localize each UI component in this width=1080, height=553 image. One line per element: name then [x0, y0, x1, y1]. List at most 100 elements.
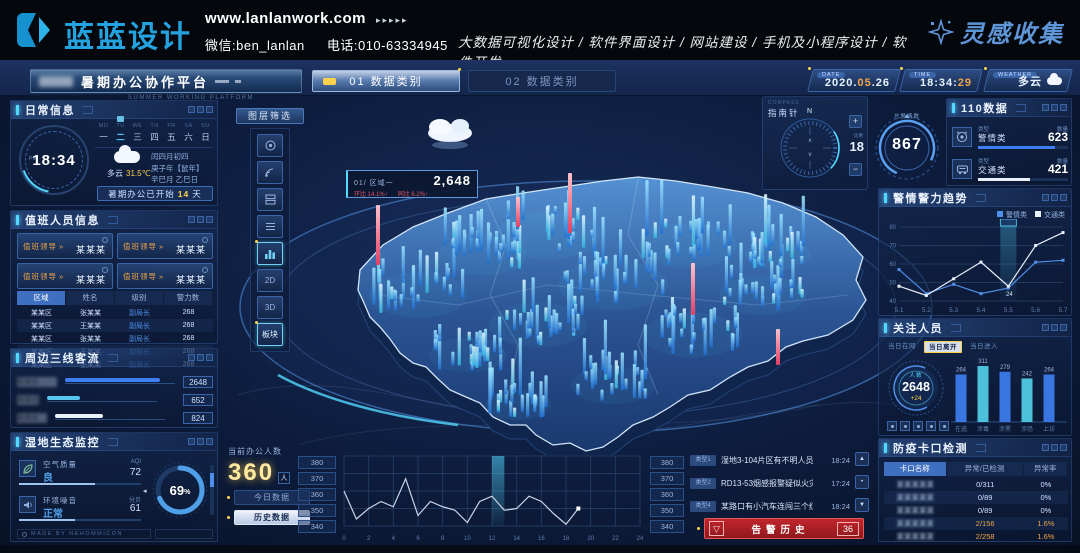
- panel-expand-icon[interactable]: [206, 438, 213, 445]
- svg-text:24: 24: [1006, 292, 1013, 298]
- panel-pin-icon[interactable]: [188, 354, 195, 361]
- panel-expand-icon[interactable]: [1060, 324, 1067, 331]
- week-day-en: TH: [150, 123, 159, 129]
- panel-window-icon[interactable]: [197, 438, 204, 445]
- layer-barchart-button[interactable]: [255, 240, 283, 265]
- flow-value: 2648: [183, 375, 213, 388]
- duty-leader-card[interactable]: 值班领导» 某某某: [117, 233, 213, 259]
- panel-110-data: 110数据 类型 数量 警情类 623 类型 数量 交通类 421: [946, 98, 1072, 186]
- zoom-in-button[interactable]: +: [849, 115, 862, 128]
- panel-window-icon[interactable]: [1051, 104, 1058, 111]
- scroll-mid-icon[interactable]: •: [855, 475, 869, 489]
- duty-leader-card[interactable]: 值班领导» 某某某: [117, 263, 213, 289]
- panel-pin-icon[interactable]: [188, 216, 195, 223]
- panel-expand-icon[interactable]: [1060, 444, 1067, 451]
- chevron-up-icon[interactable]: ∧: [807, 137, 813, 144]
- panel-window-icon[interactable]: [1051, 444, 1058, 451]
- tab-on-net[interactable]: 当日在网: [888, 343, 916, 350]
- alert-row[interactable]: 类型1 湿地3-104片区有不明人员闯入 18:24: [690, 450, 850, 470]
- category-icon[interactable]: [900, 421, 910, 431]
- panel-expand-icon[interactable]: [206, 216, 213, 223]
- layer-signal-button[interactable]: [257, 161, 283, 184]
- website-link[interactable]: www.lanlanwork.com: [205, 10, 366, 27]
- chevron-down-icon[interactable]: ∨: [807, 151, 813, 158]
- duty-leader-card[interactable]: 值班领导» 某某某: [17, 233, 113, 259]
- category-icon[interactable]: [926, 421, 936, 431]
- panel-expand-icon[interactable]: [206, 354, 213, 361]
- table-cell: 王某某: [80, 322, 101, 330]
- temperature: 31.5℃: [126, 169, 151, 178]
- tab-data-category-1[interactable]: 01 数据类别: [312, 68, 461, 92]
- week-day-cn: 日: [201, 132, 210, 142]
- alert-type-tag: 类型2: [690, 477, 716, 489]
- close-icon[interactable]: [202, 267, 208, 273]
- duty-leader-card[interactable]: 值班领导» 某某某: [17, 263, 113, 289]
- panel-pin-icon[interactable]: [188, 438, 195, 445]
- office-counter: 当前办公人数 360 人 今日数据 历史数据: [227, 446, 314, 525]
- panel-pin-icon[interactable]: [1042, 444, 1049, 451]
- gauge-value: 69: [169, 482, 185, 498]
- checkpoint-detect: 2/156: [975, 519, 995, 528]
- history-data-button[interactable]: 历史数据: [227, 510, 310, 525]
- layer-2d-button[interactable]: 2D: [257, 269, 283, 292]
- bottom-bar: [0, 545, 1080, 553]
- duty-role: 值班领导: [123, 272, 157, 281]
- scroll-down-icon[interactable]: ▼: [855, 498, 869, 512]
- alert-row[interactable]: 类型2 RD13-53烟感报警疑似火灾 17:24: [690, 473, 850, 493]
- table-cell: 268: [182, 322, 195, 329]
- category-icon[interactable]: [939, 421, 949, 431]
- category-icon[interactable]: [887, 421, 897, 431]
- panel-pin-icon[interactable]: [1042, 324, 1049, 331]
- svg-text:5.3: 5.3: [949, 307, 958, 314]
- layer-device-button[interactable]: [257, 188, 283, 211]
- panel-window-icon[interactable]: [197, 354, 204, 361]
- alert-history-banner[interactable]: ▽ 告警历史 36: [697, 518, 864, 539]
- layer-list-button[interactable]: [257, 215, 283, 238]
- vehicle-icon: [952, 159, 972, 179]
- zoom-out-button[interactable]: −: [849, 163, 862, 176]
- panel-pin-icon[interactable]: [188, 106, 195, 113]
- close-icon[interactable]: [202, 237, 208, 243]
- y-tick-box: 340: [298, 520, 336, 533]
- panel-expand-icon[interactable]: [1060, 194, 1067, 201]
- layer-3d-button[interactable]: 3D: [257, 296, 283, 319]
- close-icon[interactable]: [102, 237, 108, 243]
- panel-police-trend: 警情警力趋势 警情类 交通类 80 70 60 50 40 24 5.1 5.2 5.3 5.4 5…: [878, 188, 1072, 316]
- checkpoint-detect: 0/89: [977, 506, 993, 515]
- panel-pin-icon[interactable]: [1042, 104, 1049, 111]
- compass-en-label: COMPASS: [768, 100, 800, 106]
- alert-list: 类型1 湿地3-104片区有不明人员闯入 18:24 类型2 RD13-53烟感报警疑似…: [690, 450, 872, 539]
- panel-expand-icon[interactable]: [1060, 104, 1067, 111]
- alert-row[interactable]: 类型4 某路口有小汽车连闯三个红灯 18:24: [690, 496, 850, 516]
- compass-dial[interactable]: N ∧ · ∨: [779, 108, 841, 179]
- panel-window-icon[interactable]: [197, 216, 204, 223]
- checkpoint-row: 某某某某某 0/89 0%: [884, 504, 1068, 517]
- city-3d-map[interactable]: [218, 95, 948, 455]
- layer-block-button[interactable]: 板块: [255, 321, 283, 346]
- panel-window-icon[interactable]: [197, 106, 204, 113]
- tab-entered-today[interactable]: 当日进入: [970, 343, 998, 350]
- tab-left-today[interactable]: 当日离开: [924, 341, 962, 353]
- province-map-shape[interactable]: [357, 176, 867, 455]
- gauge-slider[interactable]: [210, 465, 214, 515]
- scroll-up-icon[interactable]: ▲: [855, 452, 869, 466]
- week-day-en: FR: [167, 123, 176, 129]
- layer-camera-button[interactable]: [257, 134, 283, 157]
- gauge-left-arrow[interactable]: ◂: [143, 488, 147, 495]
- duty-name: 某某某: [175, 245, 206, 255]
- panel-pin-icon[interactable]: [1042, 194, 1049, 201]
- logo-text: 蓝蓝设计: [64, 21, 192, 54]
- arrows-decoration: ▸▸▸▸▸: [375, 15, 409, 25]
- panel-window-icon[interactable]: [1051, 194, 1058, 201]
- notice-banner: 暑期办公已开始 14 天: [97, 186, 213, 201]
- panel-window-icon[interactable]: [1051, 324, 1058, 331]
- category-icon[interactable]: [913, 421, 923, 431]
- y-tick-box: 360: [298, 488, 336, 501]
- tab-data-category-2[interactable]: 02 数据类别: [468, 70, 616, 92]
- inspiration-collect[interactable]: 灵感收集: [928, 14, 1064, 49]
- week-day: TH 四: [146, 123, 163, 143]
- tooltip-yoy: 同比 6.2%↑: [397, 192, 429, 198]
- panel-expand-icon[interactable]: [206, 106, 213, 113]
- svg-text:上访: 上访: [1043, 425, 1055, 433]
- close-icon[interactable]: [102, 267, 108, 273]
